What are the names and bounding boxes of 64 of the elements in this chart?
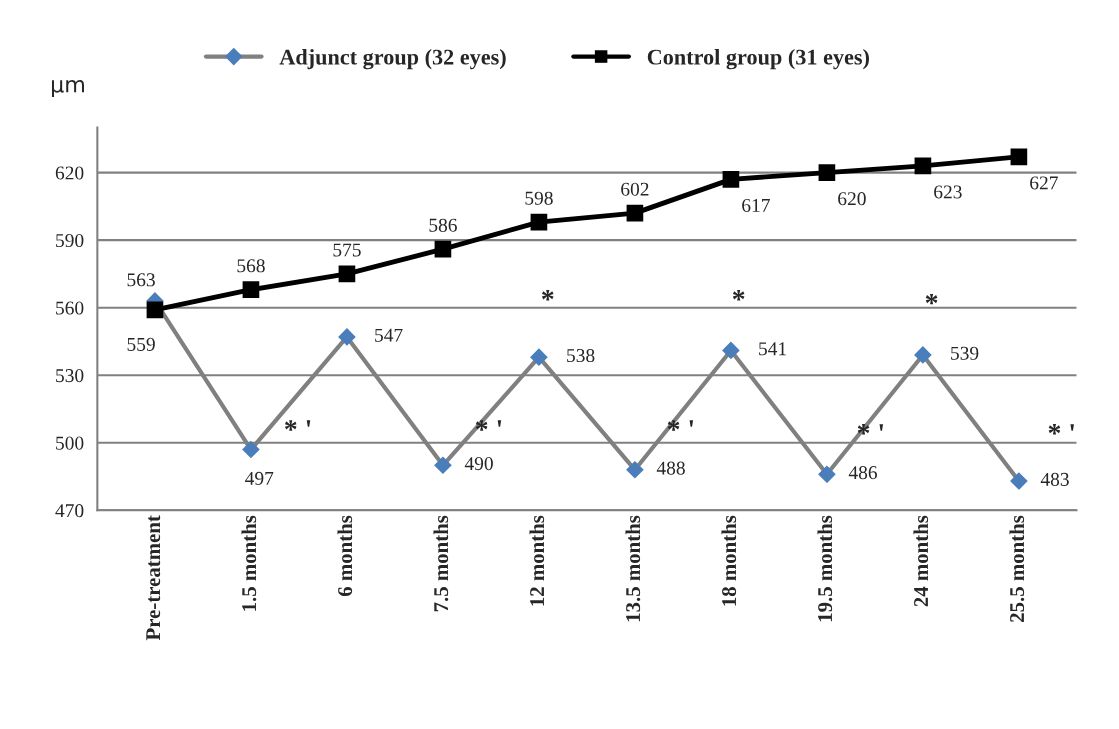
data-label: 568 — [237, 259, 265, 273]
point — [818, 164, 836, 181]
x-tick-label: 24 months — [913, 515, 929, 607]
data-label: 490 — [464, 457, 493, 471]
legend-label: Adjunct group (32 eyes) — [279, 48, 506, 70]
data-label: 620 — [838, 192, 866, 206]
data-label: 598 — [525, 191, 553, 205]
annotation: * ' — [1048, 424, 1074, 435]
y-tick-label: 500 — [56, 436, 84, 450]
point — [1010, 472, 1028, 490]
data-label: 575 — [333, 243, 361, 257]
data-label: 497 — [245, 471, 274, 485]
point — [914, 346, 932, 364]
y-tick-label: 590 — [56, 233, 84, 248]
point — [146, 301, 164, 319]
x-tick-label: Pre-treatment — [146, 515, 161, 641]
y-tick-label: 470 — [55, 504, 84, 518]
x-tick-label: 13.5 months — [625, 515, 641, 622]
point — [626, 461, 644, 479]
point — [722, 341, 740, 360]
data-label: 483 — [1040, 472, 1069, 486]
annotation: * ' — [857, 424, 884, 435]
point — [914, 157, 932, 175]
x-tick-label: 19.5 months — [817, 515, 833, 622]
data-label: 563 — [127, 273, 155, 287]
annotation: * — [541, 290, 554, 301]
data-label: 617 — [742, 198, 770, 212]
data-label: 539 — [951, 346, 979, 360]
point — [434, 240, 452, 258]
data-label: 538 — [567, 348, 595, 363]
annotation: * — [732, 290, 745, 301]
data-label: 559 — [127, 337, 155, 351]
y-axis-title: µm — [51, 79, 84, 97]
point — [338, 265, 356, 283]
y-tick-label: 620 — [55, 166, 84, 180]
point — [626, 204, 644, 222]
point — [722, 171, 740, 188]
data-label: 623 — [934, 185, 962, 199]
x-tick-label: 1.5 months — [241, 515, 257, 611]
data-label: 541 — [759, 342, 786, 356]
y-tick-label: 560 — [56, 301, 84, 315]
point — [1010, 148, 1028, 166]
point — [338, 328, 356, 346]
point — [242, 440, 260, 459]
point — [242, 281, 260, 299]
data-label: 486 — [848, 466, 878, 480]
data-label: 602 — [621, 182, 649, 196]
y-tick-label: 530 — [56, 369, 84, 383]
legend-label: Control group (31 eyes) — [647, 48, 869, 70]
point — [434, 456, 452, 474]
annotation: * ' — [284, 420, 311, 431]
annotation: * — [925, 293, 938, 305]
point — [530, 348, 548, 366]
point — [530, 213, 548, 231]
data-label: 586 — [429, 218, 457, 232]
x-tick-label: 6 months — [337, 515, 353, 597]
x-tick-label: 25.5 months — [1009, 515, 1025, 622]
data-label: 547 — [375, 328, 403, 342]
x-tick-label: 7.5 months — [433, 515, 449, 612]
x-tick-label: 18 months — [721, 515, 737, 606]
data-label: 488 — [656, 461, 685, 475]
data-label: 627 — [1030, 176, 1058, 190]
point — [818, 465, 836, 483]
x-tick-label: 12 months — [529, 515, 545, 606]
